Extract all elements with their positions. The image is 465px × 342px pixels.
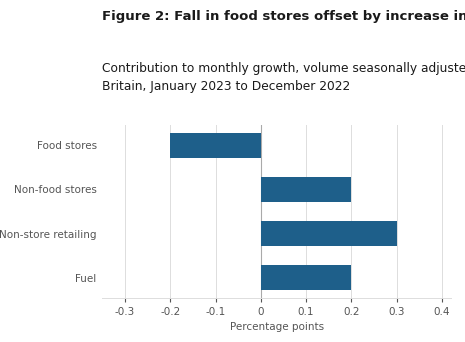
X-axis label: Percentage points: Percentage points xyxy=(230,322,324,332)
Bar xyxy=(261,221,397,246)
Bar xyxy=(261,177,352,201)
Bar xyxy=(261,265,352,290)
Bar xyxy=(170,133,261,158)
Text: Figure 2: Fall in food stores offset by increase in other sectors: Figure 2: Fall in food stores offset by … xyxy=(102,10,465,23)
Text: Contribution to monthly growth, volume seasonally adjusted, Great
Britain, Janua: Contribution to monthly growth, volume s… xyxy=(102,62,465,93)
